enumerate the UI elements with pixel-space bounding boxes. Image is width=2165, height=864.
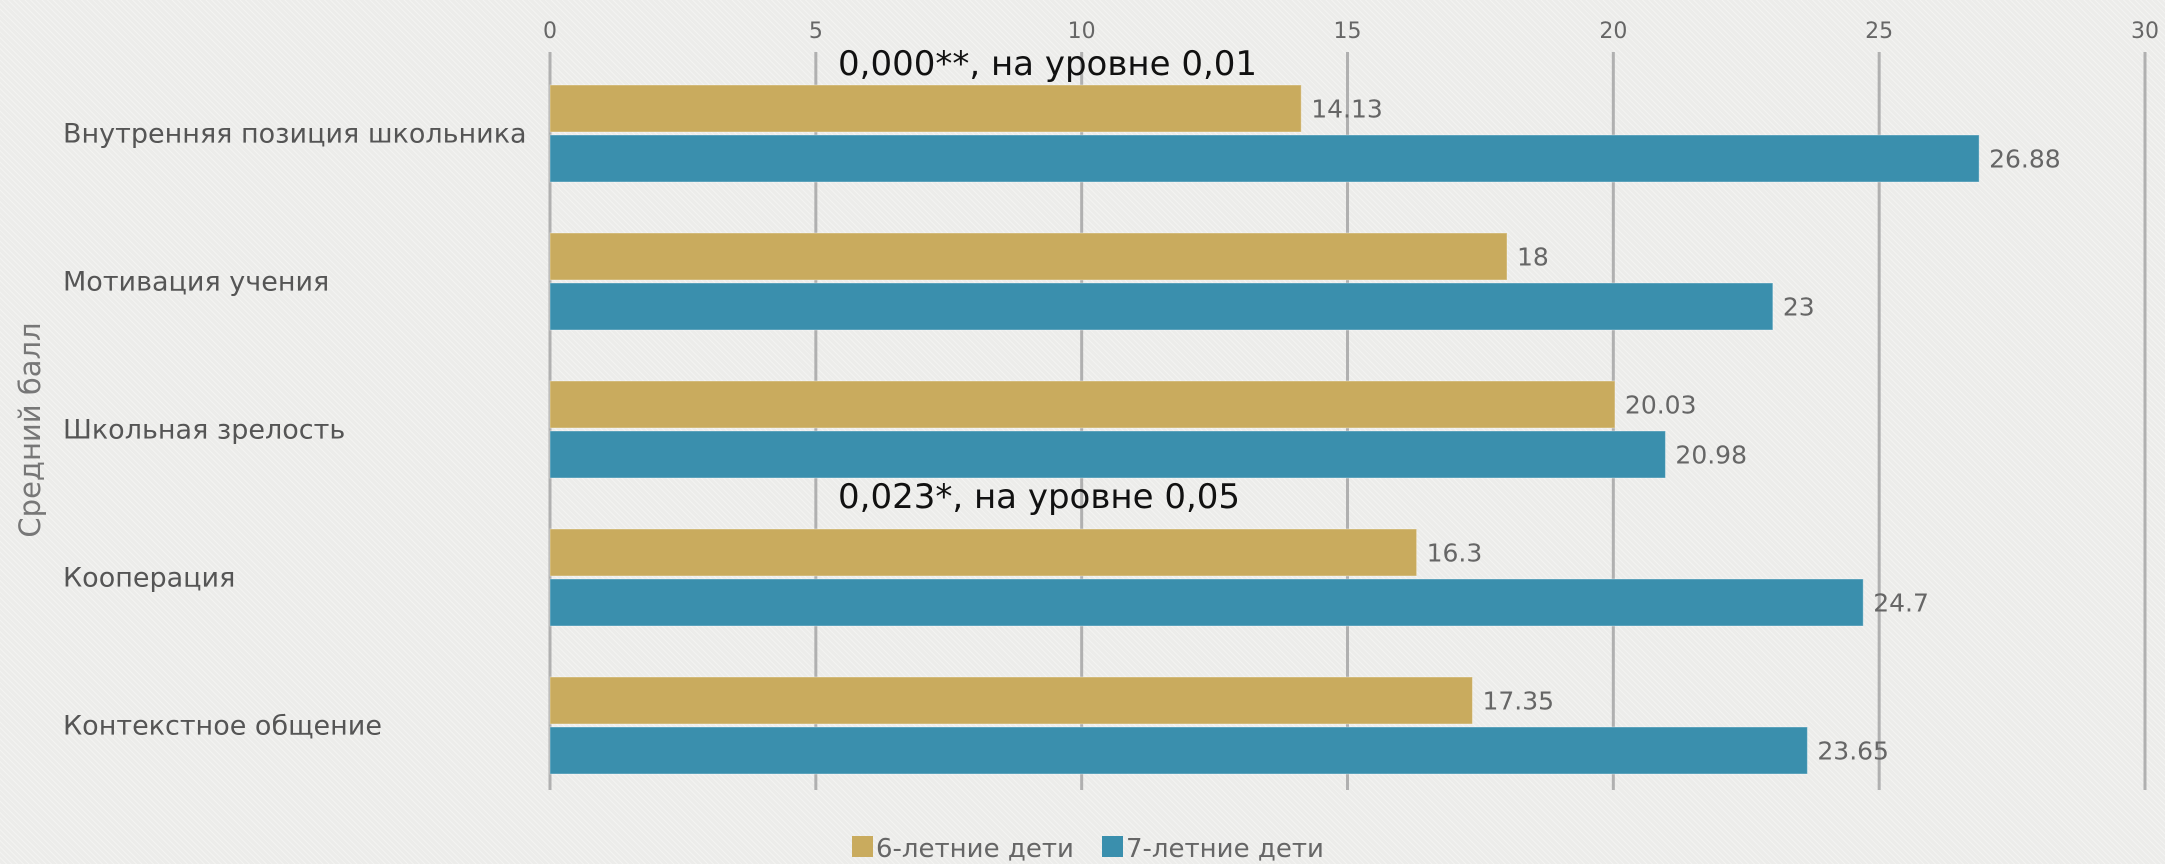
bar-6yo: [549, 528, 1418, 577]
data-label: 18: [1517, 243, 1549, 272]
category-label: Школьная зрелость: [63, 415, 345, 446]
category-label: Кооперация: [63, 563, 235, 594]
significance-annotation: 0,023*, на уровне 0,05: [838, 477, 1240, 517]
data-label: 14.13: [1311, 95, 1383, 124]
data-label: 20.03: [1625, 391, 1697, 420]
bar-6yo: [549, 84, 1302, 133]
legend-swatch: [1102, 836, 1123, 857]
data-label: 17.35: [1482, 687, 1554, 716]
x-tick-label: 0: [543, 19, 557, 44]
x-tick-label: 10: [1068, 19, 1096, 44]
bar-7yo: [549, 134, 1980, 183]
data-label: 26.88: [1989, 145, 2061, 174]
x-tick-label: 25: [1865, 19, 1893, 44]
bar-7yo: [549, 282, 1774, 331]
data-label: 23: [1783, 293, 1815, 322]
x-tick-label: 15: [1334, 19, 1362, 44]
legend-swatch: [852, 836, 873, 857]
legend-label: 6-летние дети: [876, 834, 1074, 864]
bar-7yo: [549, 726, 1808, 775]
y-axis-label: Средний балл: [13, 322, 47, 537]
bar-7yo: [549, 430, 1666, 479]
legend-label: 7-летние дети: [1126, 834, 1324, 864]
data-label: 24.7: [1873, 589, 1929, 618]
x-tick-label: 20: [1599, 19, 1627, 44]
data-label: 20.98: [1675, 441, 1747, 470]
x-tick-label: 5: [809, 19, 823, 44]
data-label: 23.65: [1817, 737, 1889, 766]
bar-6yo: [549, 232, 1508, 281]
category-label: Мотивация учения: [63, 267, 329, 298]
data-label: 16.3: [1427, 539, 1483, 568]
bar-6yo: [549, 676, 1473, 725]
bar-7yo: [549, 578, 1864, 627]
significance-annotation: 0,000**, на уровне 0,01: [838, 44, 1257, 84]
category-label: Внутренняя позиция школьника: [63, 119, 527, 150]
x-tick-label: 30: [2131, 19, 2159, 44]
category-label: Контекстное общение: [63, 711, 382, 742]
bar-6yo: [549, 380, 1616, 429]
